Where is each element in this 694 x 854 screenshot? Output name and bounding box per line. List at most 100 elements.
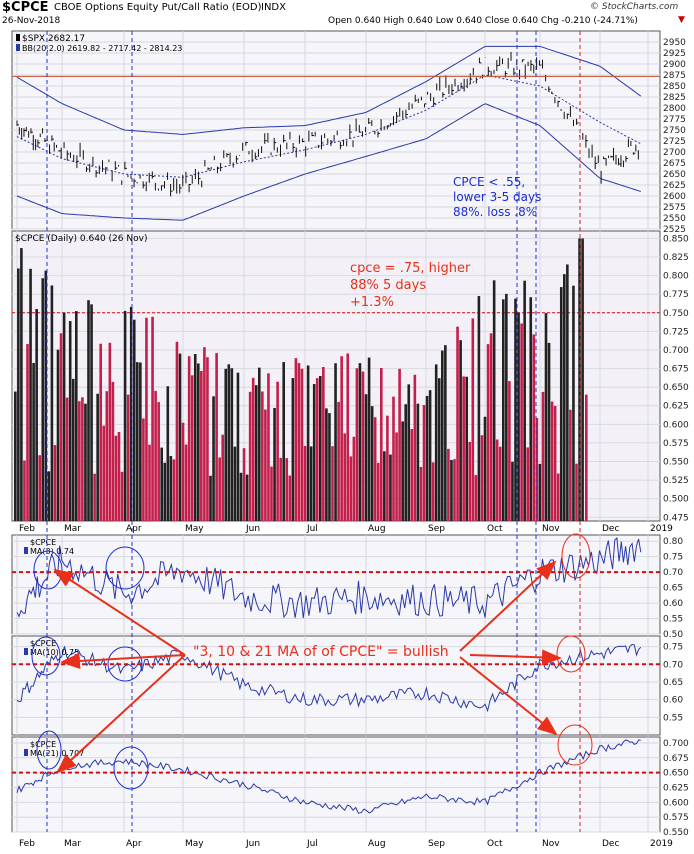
cpce-daily-bar [157, 402, 160, 521]
spx-tick-label: 2825 [663, 93, 686, 103]
cpce-daily-bar [291, 378, 295, 521]
cpce-legend: $CPCE (Daily) 0.640 (26 Nov) [15, 234, 147, 244]
cpce-daily-bar [212, 396, 215, 521]
cpce-daily-bar [502, 299, 505, 521]
month-label-sep: Sep [428, 524, 445, 534]
cpce-daily-bar [553, 405, 557, 521]
cpce-daily-bar [276, 381, 279, 521]
spx-tick-label: 2750 [663, 126, 686, 136]
cpce-daily-bar [413, 374, 417, 521]
cpce-daily-bar [309, 446, 313, 521]
cpce-daily-bar [279, 457, 282, 521]
cpce-daily-bar [236, 372, 240, 521]
bb-upper-band [16, 45, 642, 135]
cpce-daily-bar [334, 363, 337, 521]
cpce-daily-bar [160, 447, 163, 521]
bb-legend: BB(20,2.0) 2619.82 - 2717.42 - 2814.23 [22, 44, 182, 53]
ma-tick-label: 0.65 [663, 584, 683, 594]
cpce-daily-bar [425, 395, 429, 521]
cpce-daily-bar [78, 401, 81, 521]
cpce-daily-bar [221, 434, 224, 521]
cpce-daily-bar [203, 347, 206, 521]
cpce-daily-bar [62, 312, 66, 521]
spx-tick-label: 2800 [663, 104, 686, 114]
cpce-daily-bar [258, 367, 261, 521]
cpce-daily-bar [492, 280, 496, 521]
cpce-daily-bar [398, 368, 401, 521]
cpce-daily-bar [462, 376, 465, 521]
cpce-daily-bar [483, 416, 487, 521]
cpce-daily-bar [20, 248, 23, 521]
bottom-month-label-dec: Dec [602, 839, 619, 849]
bottom-month-label-jul: Jul [306, 839, 318, 849]
ohlc-readout: Open 0.640 High 0.640 Low 0.640 Close 0.… [328, 16, 638, 26]
spx-tick-label: 2650 [663, 170, 686, 180]
chart-header-bottom: 26-Nov-2018 Open 0.640 High 0.640 Low 0.… [0, 15, 694, 29]
cpce-daily-bar [190, 375, 194, 521]
cpce-daily-bar [270, 466, 273, 521]
month-label-dec: Dec [602, 524, 619, 534]
cpce-daily-bar [206, 357, 209, 521]
chart-date: 26-Nov-2018 [2, 16, 61, 26]
cpce-daily-bar [578, 238, 581, 521]
cpce-daily-bar [169, 456, 173, 521]
cpce-daily-bar [508, 381, 511, 521]
spx-legend: $SPX 2682.17 [22, 34, 85, 44]
cpce-daily-bar [465, 376, 468, 521]
cpce-daily-bar [142, 418, 145, 521]
cpce-daily-bar [267, 373, 270, 521]
cpce-daily-bar [99, 343, 102, 521]
cpce-daily-bar [29, 268, 32, 521]
cpce-daily-bar [193, 353, 197, 521]
spx-legend-swatch [16, 34, 20, 41]
ma-tick-label: 0.70 [663, 568, 683, 578]
spx-tick-label: 2775 [663, 115, 686, 125]
cpce-daily-bar [541, 391, 545, 521]
bottom-month-label-feb: Feb [19, 839, 35, 849]
cpce-daily-bar [392, 396, 395, 521]
cpce-daily-bar [200, 370, 203, 521]
ma-tick-label: 0.675 [663, 754, 689, 764]
cpce-daily-bar [572, 285, 575, 521]
cpce-daily-bar [505, 293, 508, 521]
bottom-month-label-aug: Aug [368, 839, 386, 849]
cpce-daily-bar [431, 462, 435, 521]
cpce-daily-bar [32, 363, 35, 521]
cpce-tick-label: 0.825 [663, 253, 689, 263]
cpce-daily-bar [239, 472, 243, 521]
stockcharts-credit: © StockCharts.com [590, 2, 679, 12]
ma-tick-label: 0.55 [663, 713, 683, 723]
ma-legend-symbol: $CPCE [30, 740, 56, 749]
cpce-daily-bar [416, 403, 420, 521]
ma-legend-symbol: $CPCE [30, 639, 56, 648]
spx-tick-label: 2925 [663, 49, 686, 59]
cpce-daily-bar [404, 404, 407, 521]
cpce-daily-bar [175, 341, 179, 521]
ma-tick-label: 0.650 [663, 769, 689, 779]
cpce-daily-bar [349, 456, 353, 521]
spx-tick-label: 2950 [663, 38, 686, 48]
cpce-daily-bar [71, 378, 75, 521]
cpce-daily-bar [556, 473, 560, 521]
annotation-arrow [60, 652, 186, 669]
ma-legend-swatch [24, 749, 28, 756]
cpce-daily-bar [224, 368, 228, 521]
cpce-daily-bar [380, 368, 383, 521]
bottom-month-label-sep: Sep [428, 839, 445, 849]
cpce-daily-bar [17, 268, 20, 521]
annotation-arrow [459, 656, 558, 736]
cpce-daily-bar [322, 366, 325, 521]
cpce-daily-bar [456, 326, 459, 521]
cpce-tick-label: 0.700 [663, 346, 689, 356]
ma-tick-label: 0.50 [663, 630, 683, 640]
cpce-daily-bar [434, 364, 438, 521]
cpce-last-bar [585, 394, 588, 521]
spx-tick-label: 2700 [663, 148, 686, 158]
cpce-daily-bar [264, 409, 267, 521]
cpce-tick-label: 0.475 [663, 513, 689, 523]
ma-tick-label: 0.60 [663, 696, 683, 706]
cpce-daily-bar [495, 439, 499, 521]
spx-tick-label: 2875 [663, 71, 686, 81]
panel-frame [11, 736, 661, 833]
